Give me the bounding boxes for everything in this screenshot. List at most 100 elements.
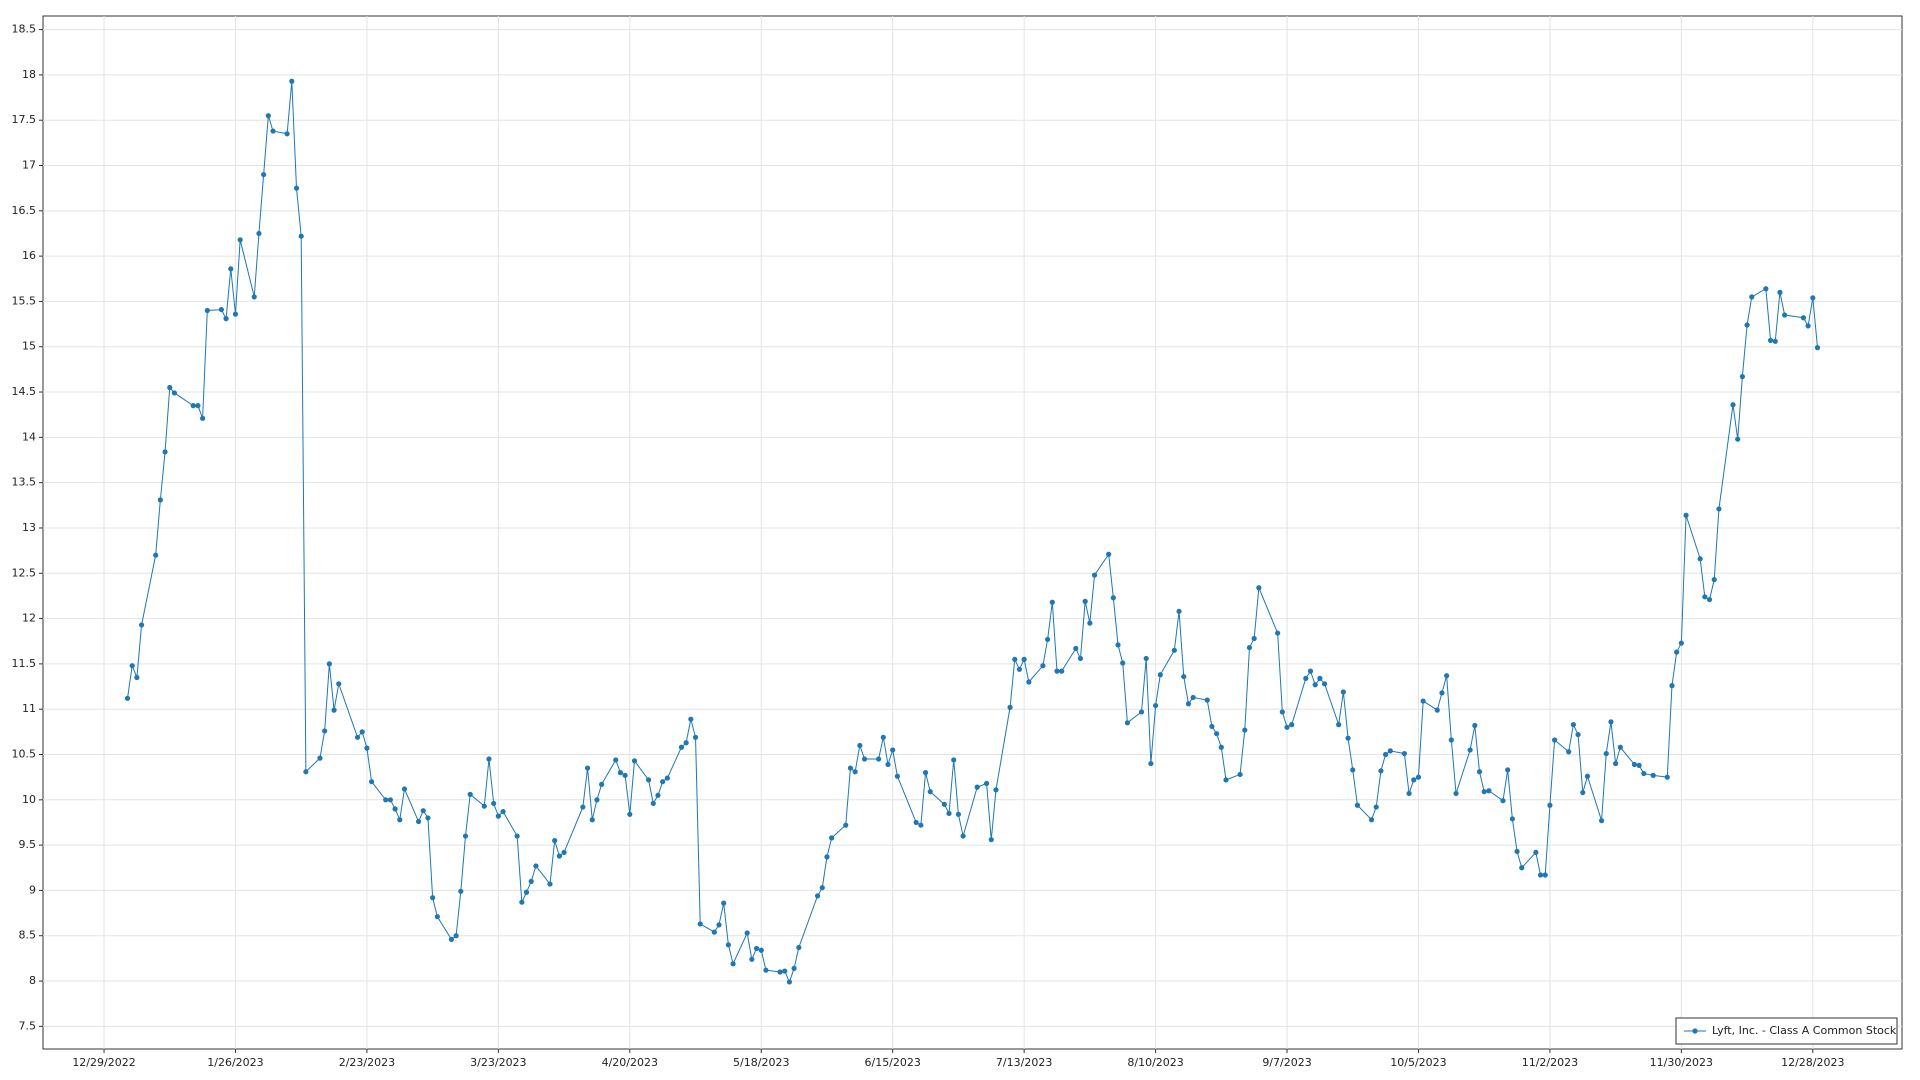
data-point xyxy=(1143,655,1149,662)
data-point xyxy=(153,552,159,558)
data-point xyxy=(1415,774,1422,780)
data-point xyxy=(1190,694,1196,701)
data-point xyxy=(157,497,163,503)
series-line xyxy=(127,81,1818,984)
data-point xyxy=(392,806,398,812)
data-point xyxy=(814,893,821,899)
data-point xyxy=(420,808,426,814)
data-point xyxy=(880,734,886,740)
data-point xyxy=(1570,722,1576,728)
data-point xyxy=(1467,747,1473,753)
data-point xyxy=(1242,727,1248,733)
data-point xyxy=(796,944,802,951)
data-point xyxy=(1814,345,1821,351)
x-tick-label: 7/13/2023 xyxy=(996,1056,1052,1069)
data-point xyxy=(1472,722,1478,729)
legend-box xyxy=(1675,1017,1898,1045)
data-point xyxy=(1636,762,1642,768)
data-point xyxy=(223,316,229,322)
data-point xyxy=(1481,789,1487,795)
data-point xyxy=(1012,656,1018,662)
data-point xyxy=(1246,644,1253,651)
data-point xyxy=(782,968,788,974)
data-point xyxy=(1148,760,1154,767)
data-point xyxy=(683,740,689,746)
data-point xyxy=(1739,374,1745,380)
data-point xyxy=(171,390,178,396)
data-point xyxy=(894,773,900,779)
data-point xyxy=(918,822,924,828)
data-point xyxy=(1420,698,1426,704)
data-point xyxy=(1279,709,1285,715)
data-point xyxy=(162,449,168,455)
data-point xyxy=(138,622,145,628)
data-point xyxy=(843,822,849,828)
y-tick-label: 18 xyxy=(22,68,36,81)
data-point xyxy=(744,930,750,936)
data-point xyxy=(847,765,854,771)
data-point xyxy=(692,734,699,740)
data-point xyxy=(1702,594,1708,600)
data-point xyxy=(1711,577,1717,583)
data-point xyxy=(1124,720,1131,726)
data-point xyxy=(425,815,431,821)
data-point xyxy=(232,311,239,317)
x-tick-label: 3/23/2023 xyxy=(470,1056,526,1069)
data-point xyxy=(688,716,694,722)
data-point xyxy=(1073,645,1079,652)
y-tick-label: 12.5 xyxy=(12,566,37,579)
data-point xyxy=(1181,673,1187,680)
y-tick-label: 7.5 xyxy=(19,1019,37,1032)
y-tick-label: 14.5 xyxy=(12,385,37,398)
x-tick-label: 11/30/2023 xyxy=(1650,1056,1713,1069)
data-point xyxy=(1542,872,1548,878)
data-point xyxy=(1500,798,1506,804)
data-point xyxy=(1763,286,1769,292)
y-tick-label: 15.5 xyxy=(12,294,37,307)
data-point xyxy=(753,945,760,952)
y-tick-label: 11.5 xyxy=(12,657,37,670)
data-point xyxy=(594,797,600,803)
data-point xyxy=(1486,788,1492,794)
y-tick-label: 15 xyxy=(22,340,36,353)
data-point xyxy=(265,113,271,119)
data-point xyxy=(1021,656,1027,662)
legend: Lyft, Inc. - Class A Common Stock xyxy=(1675,1017,1898,1045)
data-point xyxy=(1082,598,1088,604)
data-point xyxy=(495,813,501,819)
data-point xyxy=(946,810,952,817)
data-point xyxy=(1537,872,1544,878)
data-point xyxy=(1674,649,1680,655)
x-tick-label: 12/28/2023 xyxy=(1781,1056,1844,1069)
data-point xyxy=(711,929,717,935)
data-point xyxy=(1321,681,1328,687)
data-point xyxy=(1749,294,1755,300)
data-point xyxy=(237,237,243,243)
x-tick-label: 10/5/2023 xyxy=(1390,1056,1446,1069)
data-point xyxy=(547,881,553,887)
data-point xyxy=(552,837,558,844)
data-point xyxy=(486,756,492,762)
data-point xyxy=(1730,402,1736,408)
data-point xyxy=(519,899,525,905)
data-point xyxy=(1336,722,1342,728)
data-point xyxy=(1054,668,1060,674)
data-point xyxy=(1697,556,1703,562)
data-point xyxy=(134,674,140,681)
data-point xyxy=(430,895,436,901)
data-point xyxy=(697,921,703,927)
data-point xyxy=(580,804,586,810)
data-point xyxy=(1340,689,1346,695)
data-point xyxy=(326,661,332,667)
data-point xyxy=(1580,789,1586,796)
data-point xyxy=(1603,750,1609,757)
data-point xyxy=(1176,608,1182,614)
data-point xyxy=(491,800,497,807)
data-point xyxy=(1772,338,1778,344)
data-point xyxy=(1138,709,1145,715)
data-point xyxy=(1805,323,1811,329)
data-point xyxy=(1810,295,1816,301)
y-tick-label: 10.5 xyxy=(12,748,37,761)
data-point xyxy=(1669,683,1675,689)
data-point xyxy=(1040,663,1046,669)
